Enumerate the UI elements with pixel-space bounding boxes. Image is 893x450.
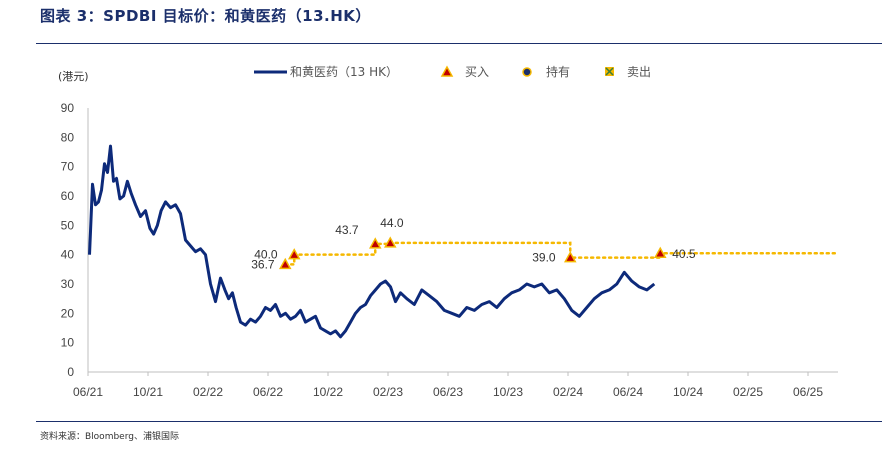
title-rule [36, 43, 882, 44]
target-price-label: 40.5 [672, 247, 696, 261]
legend-hold-swatch [522, 67, 532, 77]
y-axis-ticks: 0 10 20 30 40 50 60 70 80 90 [61, 101, 75, 379]
target-price-label: 39.0 [532, 251, 556, 265]
legend-buy-label: 买入 [465, 65, 489, 79]
price-series-line [88, 144, 656, 339]
x-tick-label: 10/23 [493, 385, 523, 399]
buy-marker [383, 236, 397, 248]
buy-marker [563, 251, 577, 263]
x-tick-label: 06/24 [613, 385, 643, 399]
legend: 和黄医药（13 HK） 买入 持有 卖出 [254, 64, 651, 79]
x-tick-label: 10/21 [133, 385, 163, 399]
x-tick-label: 06/25 [793, 385, 823, 399]
x-tick-label: 10/24 [673, 385, 703, 399]
y-tick-label: 80 [61, 130, 75, 144]
x-tick-label: 02/22 [193, 385, 223, 399]
y-axis-unit-label: (港元) [58, 70, 89, 83]
y-tick-label: 90 [61, 101, 75, 115]
footer-rule [36, 421, 882, 422]
x-tick-label: 06/23 [433, 385, 463, 399]
target-price-line [284, 241, 840, 266]
source-note: 资料来源：Bloomberg、浦银国际 [40, 432, 179, 442]
chart-title: 图表 3：SPDBI 目标价：和黄医药（13.HK） [40, 7, 371, 25]
target-price-label: 43.7 [335, 223, 359, 237]
legend-buy-swatch [440, 65, 454, 77]
x-axis-ticks: 06/21 10/21 02/22 06/22 10/22 02/23 06/23 10/23… [73, 372, 823, 399]
price-line [88, 144, 656, 339]
x-tick-label: 02/24 [553, 385, 583, 399]
buy-marker [278, 257, 292, 270]
y-tick-label: 70 [61, 160, 75, 174]
x-tick-label: 02/23 [373, 385, 403, 399]
y-tick-label: 40 [61, 248, 75, 262]
buy-marker [287, 248, 301, 260]
x-tick-label: 10/22 [313, 385, 343, 399]
x-tick-label: 06/22 [253, 385, 283, 399]
x-tick-label: 02/25 [733, 385, 763, 399]
buy-marker [653, 246, 667, 258]
target-price-label: 44.0 [380, 216, 404, 230]
legend-sell-label: 卖出 [627, 65, 651, 79]
y-tick-label: 60 [61, 189, 75, 203]
x-tick-label: 06/21 [73, 385, 103, 399]
y-tick-label: 30 [61, 277, 75, 291]
legend-price-label: 和黄医药（13 HK） [290, 65, 398, 79]
price-target-chart: 和黄医药（13 HK） 买入 持有 卖出 (港元) 0 10 20 30 40 50 60 70 80… [58, 64, 840, 399]
y-tick-label: 50 [61, 218, 75, 232]
target-price-step-line [284, 241, 840, 266]
buy-marker [368, 237, 382, 249]
legend-sell-cross [605, 67, 614, 76]
axes [87, 108, 838, 373]
legend-hold-label: 持有 [546, 64, 570, 79]
y-tick-label: 0 [67, 365, 74, 379]
target-price-label: 36.7 [251, 257, 275, 271]
y-tick-label: 20 [61, 306, 75, 320]
rating-markers [278, 236, 667, 270]
y-tick-label: 10 [61, 336, 75, 350]
target-price-labels: 36.740.0 43.7 44.0 39.0 40.5 [251, 216, 696, 271]
target-price-label: 40.0 [254, 248, 278, 262]
